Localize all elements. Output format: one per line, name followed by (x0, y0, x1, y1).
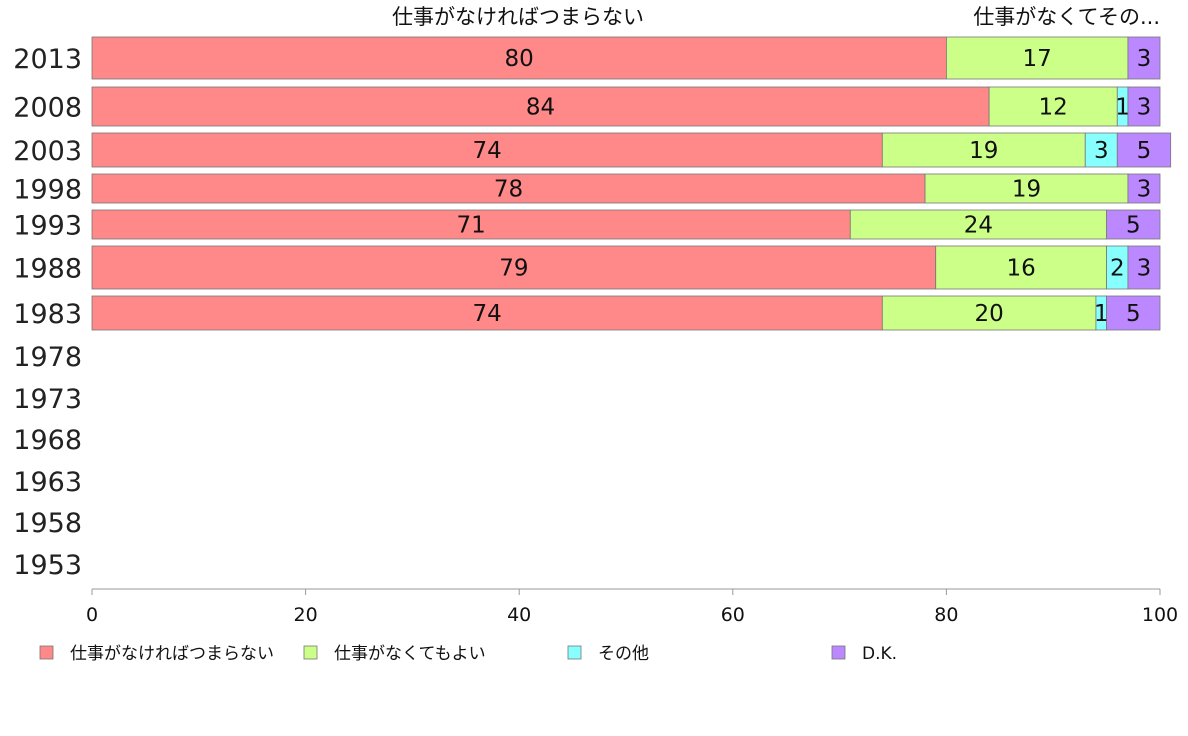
top-label-series-2: 仕事がなくてその... (973, 5, 1160, 29)
category-label-1998: 1998 (13, 175, 82, 206)
bar-1998-series-4 (1127, 173, 1161, 204)
bar-2003-series-4 (1116, 132, 1172, 168)
data-label-1988-series-1: 79 (499, 256, 528, 282)
legend: 仕事がなければつまらない 仕事がなくてもよい その他 D.K. (39, 644, 897, 664)
category-label-1983: 1983 (13, 299, 82, 330)
bar-1988-series-2 (935, 245, 1107, 290)
data-label-2013-series-4: 3 (1137, 46, 1152, 72)
category-label-1968: 1968 (13, 425, 82, 456)
data-label-1983-series-3: 1 (1094, 301, 1109, 327)
data-label-1993-series-1: 71 (456, 213, 485, 239)
x-tick-label-100: 100 (1142, 604, 1178, 626)
category-label-1953: 1953 (13, 550, 82, 581)
data-label-1983-series-2: 20 (974, 301, 1003, 327)
category-label-1978: 1978 (13, 342, 82, 373)
bar-1983-series-1 (91, 295, 883, 331)
data-label-1998-series-2: 19 (1012, 177, 1041, 203)
data-label-1988-series-4: 3 (1137, 256, 1152, 282)
data-label-1988-series-2: 16 (1007, 256, 1036, 282)
top-label-series-1: 仕事がなければつまらない (392, 5, 644, 29)
bar-2003-series-2 (881, 132, 1086, 168)
legend-label-2: 仕事がなくてもよい (334, 644, 486, 664)
bar-2013-series-2 (946, 36, 1129, 80)
category-label-2008: 2008 (13, 93, 82, 124)
bar-1988-series-4 (1127, 245, 1161, 290)
data-label-1988-series-3: 2 (1110, 256, 1125, 282)
data-label-2013-series-2: 17 (1023, 46, 1052, 72)
legend-label-3: その他 (598, 644, 649, 664)
data-label-1983-series-1: 74 (473, 301, 502, 327)
legend-label-1: 仕事がなければつまらない (70, 644, 274, 664)
legend-swatch-1 (39, 645, 54, 660)
category-label-1963: 1963 (13, 467, 82, 498)
category-label-1973: 1973 (13, 384, 82, 415)
bar-1998-series-2 (924, 173, 1129, 204)
category-label-1988: 1988 (13, 254, 82, 285)
x-tick-label-60: 60 (721, 604, 745, 626)
x-tick-label-40: 40 (507, 604, 531, 626)
bar-1983-series-4 (1106, 295, 1161, 331)
legend-swatch-4 (831, 645, 846, 660)
data-label-2008-series-4: 3 (1137, 95, 1152, 121)
bar-2013-series-4 (1127, 36, 1161, 80)
legend-swatch-3 (567, 645, 582, 660)
bar-2003-series-1 (91, 132, 883, 168)
data-label-2008-series-2: 12 (1039, 95, 1068, 121)
data-label-1998-series-1: 78 (494, 177, 523, 203)
data-label-1993-series-2: 24 (964, 213, 993, 239)
legend-label-4: D.K. (862, 644, 897, 664)
data-label-2003-series-4: 5 (1137, 138, 1152, 164)
data-label-2003-series-1: 74 (473, 138, 502, 164)
bar-2013-series-1 (91, 36, 947, 80)
x-axis: 0 20 40 60 80 100 (86, 588, 1178, 626)
x-tick-label-20: 20 (294, 604, 318, 626)
data-label-1998-series-4: 3 (1137, 177, 1152, 203)
category-labels: 2013 2008 2003 1998 1993 1988 1983 1978 1973 1968… (13, 44, 82, 581)
legend-swatch-2 (303, 645, 318, 660)
data-label-2008-series-1: 84 (526, 95, 555, 121)
bar-1983-series-2 (881, 295, 1097, 331)
x-tick-label-0: 0 (86, 604, 98, 626)
data-label-2013-series-1: 80 (505, 46, 534, 72)
bar-1998-series-1 (91, 173, 926, 204)
category-label-2013: 2013 (13, 44, 82, 75)
x-tick-label-80: 80 (934, 604, 958, 626)
bar-2008-series-1 (91, 86, 990, 127)
bars: 80 17 384 12 1 374 19 3 578 19 371 24 579 16 2 374 20 1 5 (91, 36, 1172, 331)
data-label-2008-series-3: 1 (1115, 95, 1130, 121)
data-label-2003-series-2: 19 (969, 138, 998, 164)
data-label-2003-series-3: 3 (1094, 138, 1109, 164)
category-label-1958: 1958 (13, 508, 82, 539)
bar-1993-series-2 (849, 209, 1108, 240)
bar-2008-series-4 (1127, 86, 1161, 127)
bar-1993-series-4 (1106, 209, 1161, 240)
bar-2008-series-2 (988, 86, 1118, 127)
bar-1988-series-1 (91, 245, 937, 290)
category-label-2003: 2003 (13, 136, 82, 167)
data-label-1993-series-4: 5 (1126, 213, 1141, 239)
data-label-1983-series-4: 5 (1126, 301, 1141, 327)
category-label-1993: 1993 (13, 211, 82, 242)
bar-1993-series-1 (91, 209, 851, 240)
top-labels: 仕事がなければつまらない 仕事がなくてその... (392, 5, 1160, 29)
bar-2003-series-3 (1084, 132, 1118, 168)
